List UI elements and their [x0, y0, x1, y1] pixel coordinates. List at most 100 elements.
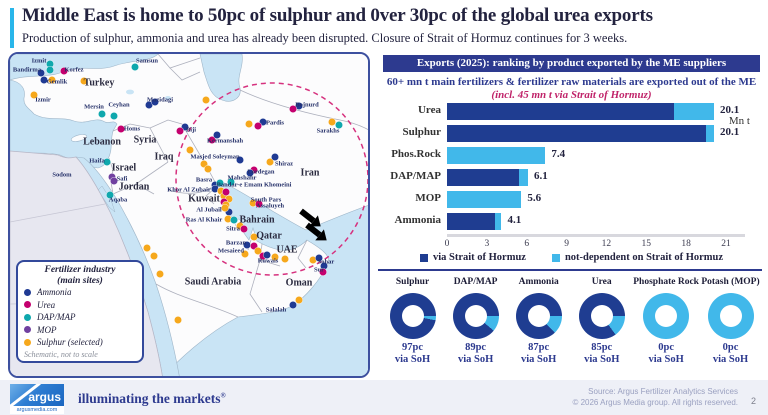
map-place-label: Barzan [225, 239, 247, 247]
donut-ring [389, 293, 436, 339]
title-accent-bar [10, 8, 14, 48]
legend-dot-icon [24, 313, 31, 321]
map-place-label: Biji [185, 126, 197, 134]
bar-category-label: Phos.Rock [391, 148, 441, 160]
x-axis-tick-label: 9 [564, 239, 569, 249]
bar-segment-via-soh [447, 125, 707, 142]
map-place-label: Sohar [317, 258, 335, 266]
donut-title: DAP/MAP [453, 277, 498, 287]
bar-category-label: Ammonia [394, 214, 441, 226]
page-subtitle: Production of sulphur, ammonia and urea … [22, 31, 628, 45]
map-marker-ur [250, 242, 258, 250]
donut-percentage: 0pc via SoH [712, 342, 749, 365]
argus-logo: argus ® argusmedia.com [10, 384, 64, 414]
map-place-label: Ceyhan [108, 101, 130, 109]
map-marker-su [80, 77, 88, 85]
map-marker-am [315, 254, 323, 262]
map-marker-su [295, 296, 303, 304]
map-marker-su [202, 96, 210, 104]
donut-title: Sulphur [395, 277, 430, 287]
map-marker-su [309, 256, 317, 264]
map-marker-dp [230, 216, 238, 224]
bar-segment-not-dependent [447, 147, 546, 164]
donut-title: Urea [591, 277, 612, 287]
map-marker-su [30, 91, 38, 99]
map-country-label: UAE [276, 244, 298, 256]
map-marker-su [281, 255, 289, 263]
map-place-label: Haifa [89, 157, 105, 165]
map-country-label: Turkey [83, 77, 115, 89]
map-marker-mp [110, 177, 118, 185]
bar-track [447, 191, 522, 208]
brand-tagline: illuminating the markets® [78, 391, 226, 406]
map-place-label: Korfez [64, 66, 84, 74]
map-marker-ur [240, 225, 248, 233]
map-marker-am [211, 181, 219, 189]
map-country-label: Qatar [256, 230, 282, 242]
donut-ring [707, 293, 754, 339]
donut-percentage: 0pc via SoH [648, 342, 684, 365]
donut-hole [590, 305, 613, 327]
exports-banner: Exports (2025): ranking by product expor… [383, 55, 760, 72]
map-place-label: Ras Al Khair [185, 216, 223, 224]
map-place-label: Samsun [135, 57, 159, 65]
bar-segment-not-dependent [447, 191, 522, 208]
bar-row: DAP/MAP 6.1 [383, 167, 760, 189]
chart-legend-label: not-dependent on Strait of Hormuz [564, 252, 724, 263]
map-legend: Fertilizer industry (main sites) Ammonia… [16, 260, 144, 363]
chart-legend: via Strait of Hormuz not-dependent on Str… [383, 252, 760, 263]
map-legend-item: DAP/MAP [24, 311, 136, 324]
map-marker-su [200, 160, 208, 168]
map-marker-ur [176, 127, 184, 135]
map-marker-su [250, 233, 258, 241]
chart-subtitle: 60+ mn t main fertilizers & fertilizer r… [383, 76, 760, 101]
map-marker-ur [259, 252, 267, 260]
bar-track [447, 147, 546, 164]
map-place-label: Shiraz [274, 160, 294, 168]
map-marker-am [271, 153, 279, 161]
bar-segment-via-soh [447, 213, 495, 230]
legend-item-label: DAP/MAP [37, 312, 76, 323]
exports-bar-chart: Urea 20.1 Sulphur 20.1 Phos.Rock 7.4 DAP/MAP 6.… [383, 101, 760, 233]
map-marker-am [246, 169, 254, 177]
map-place-label: Bandirma [12, 66, 42, 74]
map-place-label: Mesaieed [218, 247, 244, 255]
bar-value-label: 7.4 [551, 148, 566, 160]
bar-segment-via-soh [447, 103, 675, 120]
donut-percentage: 89pc via SoH [457, 342, 494, 365]
donut-hole [401, 305, 424, 327]
map-country-label: Kuwait [188, 193, 220, 205]
map-marker-su [271, 253, 279, 261]
map-marker-ur [208, 136, 216, 144]
africa-border [10, 203, 106, 223]
map-place-label: Pardis [265, 119, 285, 127]
map-place-label: Ruwais [257, 257, 279, 265]
section-divider [378, 269, 762, 271]
map-marker-am [263, 251, 271, 259]
map-place-label: Homs [123, 125, 141, 133]
map-place-label: Sur [313, 266, 325, 274]
strait-closure-arrows [299, 208, 327, 241]
legend-dot-icon [24, 288, 31, 296]
x-axis-ticks: 0 3 6 9 12 15 18 21 [445, 239, 731, 251]
map-marker-ur [250, 166, 258, 174]
bar-track [447, 169, 529, 186]
map-marker-am [37, 69, 45, 77]
bar-value-label: 5.6 [527, 192, 542, 204]
map-marker-dp [103, 158, 111, 166]
chart-subtitle-note: (incl. 45 mn t via Strait of Hormuz) [491, 88, 652, 101]
footer: argus ® argusmedia.com illuminating the … [0, 380, 768, 415]
map-marker-mp [108, 173, 116, 181]
map-place-label: Gemlik [46, 78, 68, 86]
copyright-line: © 2026 Argus Media group. All rights res… [572, 398, 738, 407]
map-legend-item: Sulphur (selected) [24, 336, 136, 349]
map-place-label: Mersin [84, 103, 104, 111]
map-marker-su [174, 316, 182, 324]
cyprus-island [70, 134, 88, 142]
map-country-label: Saudi Arabia [184, 276, 242, 288]
donut-title: Potash (MOP) [701, 277, 760, 287]
map-marker-am [211, 185, 219, 193]
map-legend-note: Schematic, not to scale [24, 349, 98, 359]
bar-track [447, 125, 715, 142]
chart-legend-item: via Strait of Hormuz [419, 252, 526, 263]
